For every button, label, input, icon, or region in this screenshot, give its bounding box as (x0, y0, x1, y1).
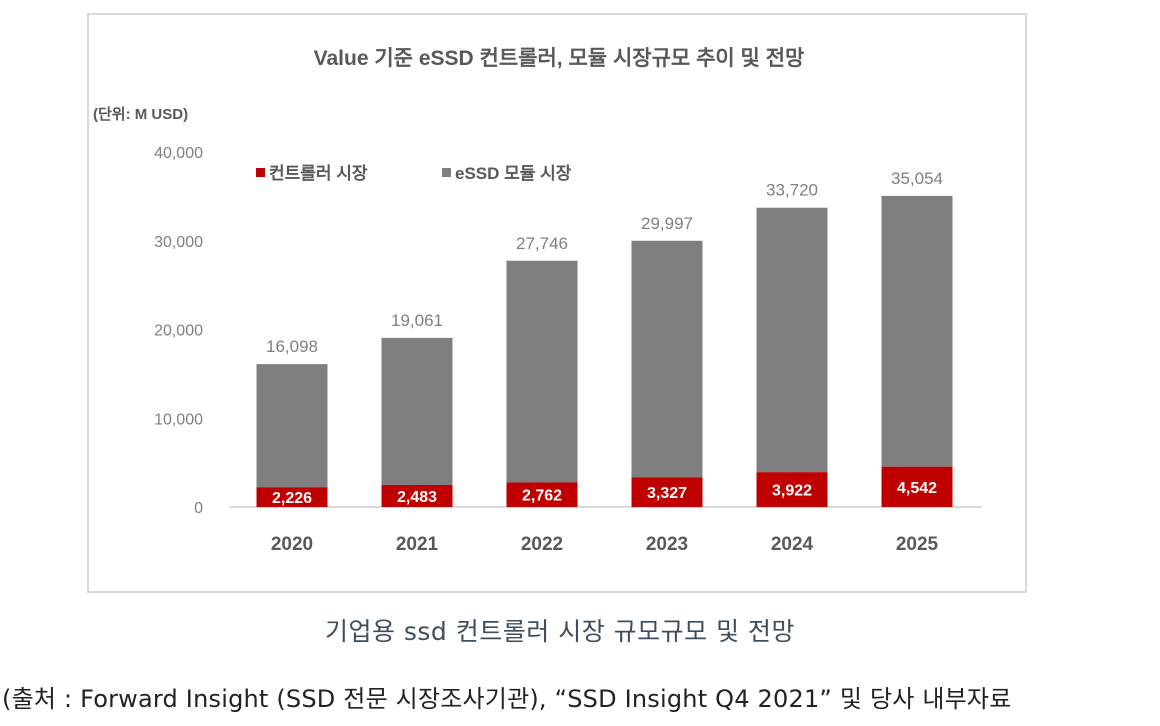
data-label-total: 33,720 (766, 181, 818, 200)
chart-frame: Value 기준 eSSD 컨트롤러, 모듈 시장규모 추이 및 전망 (단위:… (87, 13, 1027, 593)
bars: 2,226 16,098 2,483 19,061 2,762 27,746 3,327 29… (229, 169, 982, 508)
chart-title: Value 기준 eSSD 컨트롤러, 모듈 시장규모 추이 및 전망 (314, 47, 805, 70)
data-label-controller: 2,762 (522, 488, 562, 505)
legend-label-module: eSSD 모듈 시장 (455, 164, 572, 183)
x-tick-label: 2022 (521, 534, 563, 555)
unit-label: (단위: M USD) (93, 106, 188, 123)
bar-module-2024 (756, 207, 828, 473)
legend-label-controller: 컨트롤러 시장 (269, 164, 368, 183)
bar-controller-2021 (381, 484, 453, 507)
y-tick-label: 40,000 (154, 145, 203, 162)
y-tick-label: 0 (194, 500, 203, 517)
x-tick-label: 2025 (896, 534, 939, 555)
y-tick-label: 30,000 (154, 234, 203, 251)
x-axis: 2020 2021 2022 2023 2024 2025 (271, 534, 939, 555)
bar-controller-2025 (881, 466, 953, 507)
legend-swatch-controller (256, 168, 265, 177)
bar-controller-2020 (256, 487, 328, 507)
x-tick-label: 2020 (271, 534, 313, 555)
data-label-controller: 3,922 (772, 483, 812, 500)
x-tick-label: 2023 (646, 534, 688, 555)
data-label-total: 19,061 (391, 311, 443, 330)
data-label-total: 35,054 (891, 169, 943, 188)
y-tick-label: 20,000 (154, 323, 203, 340)
data-label-controller: 3,327 (647, 485, 687, 502)
legend: 컨트롤러 시장 eSSD 모듈 시장 (256, 164, 572, 183)
y-tick-label: 10,000 (154, 411, 203, 428)
bar-controller-2022 (506, 482, 578, 507)
figure-caption: 기업용 ssd 컨트롤러 시장 규모규모 및 전망 (324, 617, 796, 646)
data-label-total: 16,098 (266, 337, 318, 356)
bar-module-2021 (381, 337, 453, 485)
bar-module-2023 (631, 240, 703, 478)
data-label-controller: 2,226 (272, 490, 312, 507)
legend-swatch-module (442, 168, 451, 177)
bar-module-2022 (506, 260, 578, 483)
source-note: (출처 : Forward Insight (SSD 전문 시장조사기관), “… (2, 685, 1012, 713)
bar-controller-2023 (631, 477, 703, 507)
bar-module-2020 (256, 364, 328, 488)
y-axis: 0 10,000 20,000 30,000 40,000 (154, 145, 203, 517)
data-label-controller: 4,542 (897, 480, 937, 497)
x-tick-label: 2021 (396, 534, 439, 555)
data-label-total: 27,746 (516, 234, 568, 253)
bar-module-2025 (881, 195, 953, 467)
data-label-total: 29,997 (641, 214, 693, 233)
data-label-controller: 2,483 (397, 489, 437, 506)
stacked-bar-chart: Value 기준 eSSD 컨트롤러, 모듈 시장규모 추이 및 전망 (단위:… (93, 47, 982, 555)
bar-controller-2024 (756, 472, 828, 507)
x-tick-label: 2024 (771, 534, 814, 555)
